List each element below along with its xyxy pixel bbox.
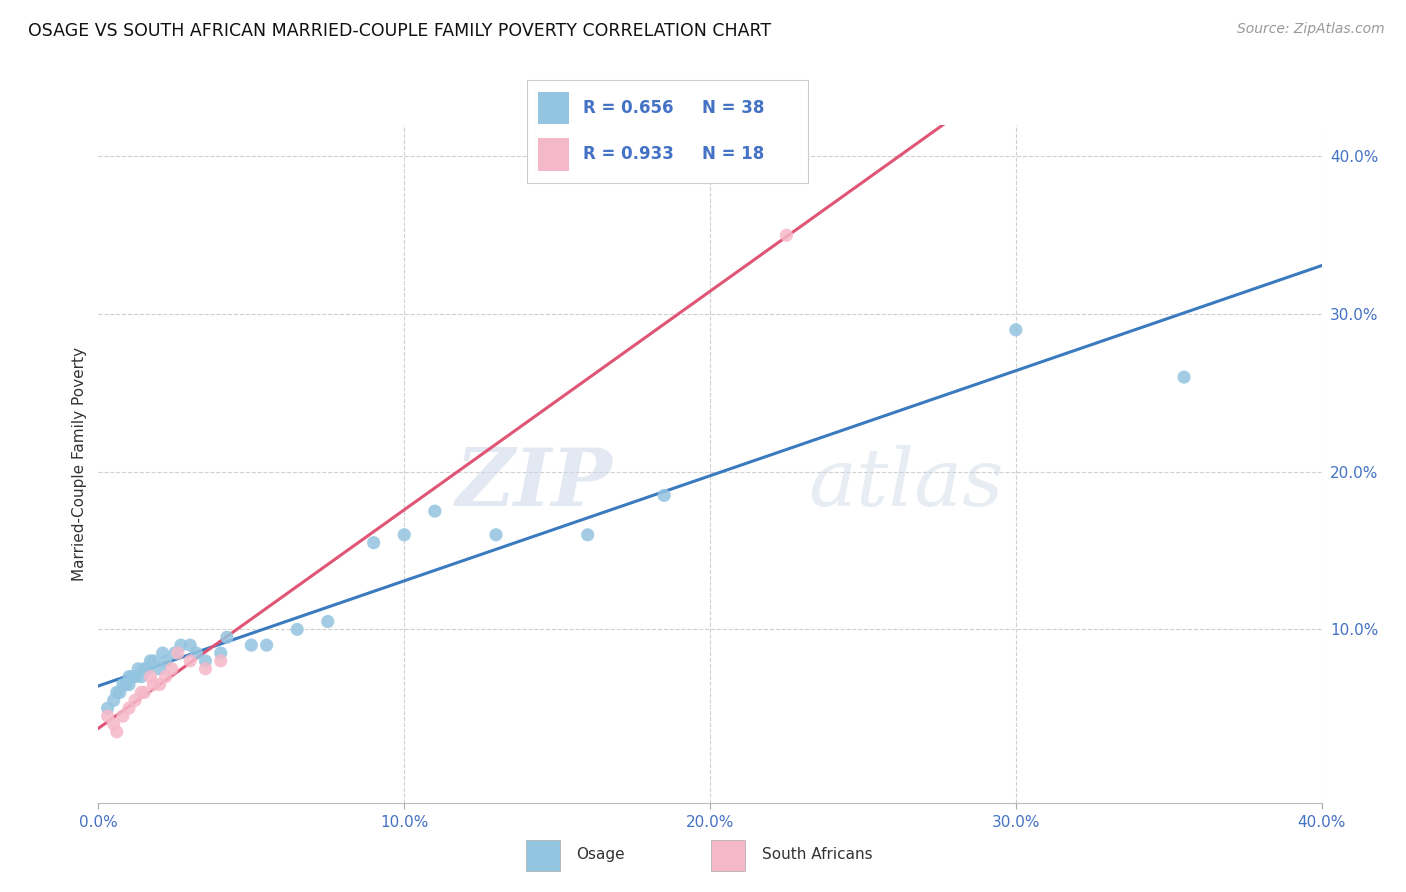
Point [1173,370,1195,384]
Text: N = 18: N = 18 [702,145,763,163]
Point [363,535,385,549]
Point [134,662,156,676]
Point [118,670,141,684]
Point [194,654,217,668]
Point [124,670,146,684]
Point [215,630,238,644]
Point [134,685,156,699]
Point [124,693,146,707]
Point [240,638,263,652]
Point [652,488,675,502]
Point [139,670,162,684]
Point [103,717,125,731]
Point [105,724,128,739]
Point [155,654,177,668]
Point [118,677,141,691]
Bar [538,137,569,170]
Point [149,677,172,691]
Point [485,528,508,542]
Point [142,654,165,668]
Text: N = 38: N = 38 [702,99,763,117]
Point [775,228,797,243]
Point [163,646,186,660]
Point [186,646,208,660]
Point [194,662,217,676]
Point [167,646,190,660]
Text: OSAGE VS SOUTH AFRICAN MARRIED-COUPLE FAMILY POVERTY CORRELATION CHART: OSAGE VS SOUTH AFRICAN MARRIED-COUPLE FA… [28,22,772,40]
Point [256,638,278,652]
Point [127,662,149,676]
Point [179,638,201,652]
Text: South Africans: South Africans [762,847,873,862]
Point [97,701,120,715]
Point [111,709,134,723]
Point [576,528,599,542]
Point [97,709,120,723]
Point [179,654,201,668]
Point [142,677,165,691]
Point [115,677,138,691]
Point [149,662,172,676]
Point [155,670,177,684]
Text: R = 0.933: R = 0.933 [583,145,675,163]
Point [152,646,174,660]
Point [170,638,193,652]
Text: Source: ZipAtlas.com: Source: ZipAtlas.com [1237,22,1385,37]
Point [103,693,125,707]
Point [129,685,152,699]
Point [1004,323,1026,337]
Text: ZIP: ZIP [456,445,612,523]
Point [108,685,131,699]
Point [136,662,159,676]
Point [209,646,232,660]
Bar [526,839,560,871]
Point [121,670,143,684]
Point [105,685,128,699]
Point [118,701,141,715]
Point [423,504,446,518]
Text: R = 0.656: R = 0.656 [583,99,673,117]
Point [392,528,416,542]
Point [316,615,339,629]
Point [111,677,134,691]
Point [160,662,183,676]
Point [285,623,308,637]
Y-axis label: Married-Couple Family Poverty: Married-Couple Family Poverty [72,347,87,581]
Point [139,654,162,668]
Point [129,670,152,684]
Point [209,654,232,668]
Bar [711,839,745,871]
Text: Osage: Osage [576,847,626,862]
Text: atlas: atlas [808,445,1004,523]
Bar [538,92,569,124]
